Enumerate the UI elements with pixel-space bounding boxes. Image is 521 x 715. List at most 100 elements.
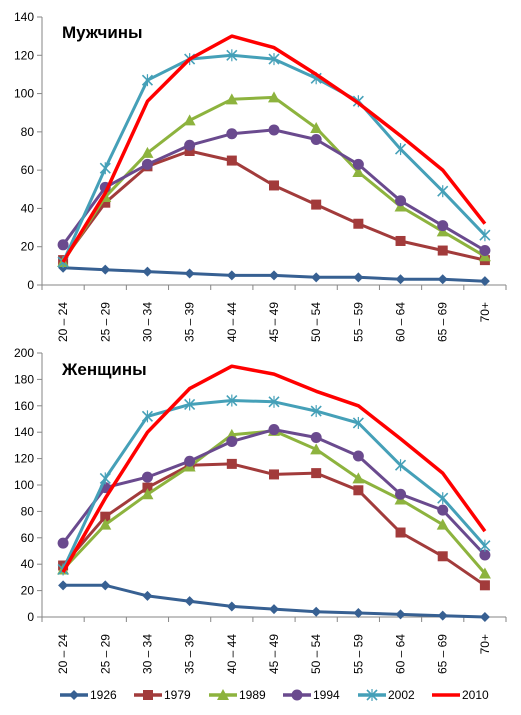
data-point [100,580,111,591]
x-tick-label: 70+ [478,634,492,654]
legend-label: 1994 [313,688,340,702]
series-line-2010 [61,34,487,263]
legend-item-1979: 1979 [134,688,191,702]
data-point [183,114,196,126]
series-line-1979 [61,149,486,262]
data-point [141,488,154,500]
data-point [310,122,323,134]
data-point [395,488,407,500]
data-point [394,143,407,156]
y-tick-label: 120 [14,452,34,466]
data-point [436,518,449,530]
data-point [99,518,112,530]
data-point [100,264,111,275]
legend-item-1994: 1994 [283,688,340,702]
x-tick-label: 45 – 49 [267,302,281,342]
y-tick-label: 140 [14,425,34,439]
x-tick-label: 50 – 54 [309,634,323,674]
y-tick-label: 160 [14,399,34,413]
data-point [479,276,490,287]
series-2002 [57,394,491,576]
chart-title: Женщины [61,360,147,379]
data-point [268,53,280,66]
data-point [226,394,238,407]
data-point [226,601,237,612]
data-point [310,443,323,455]
y-tick-label: 100 [14,87,34,101]
legend-item-2010: 2010 [432,688,489,702]
series-line-2002 [61,53,486,263]
data-point [226,270,237,281]
data-point [269,270,279,281]
x-tick-label: 35 – 39 [183,634,197,674]
data-point [268,91,280,103]
chart-panel-1: 0 20 40 60 80 100 120 140 20 – 24 25 – 29 30 – 34 3… [14,10,507,342]
y-tick-label: 0 [27,278,34,292]
data-point [141,471,153,483]
series-2010 [61,364,487,573]
series-1926 [58,580,490,622]
x-tick-label: 25 – 29 [98,302,112,342]
series-1926 [58,262,490,287]
data-point [100,511,111,522]
data-point [395,609,406,620]
data-point [184,398,196,411]
data-point [311,199,322,210]
x-tick-label: 55 – 59 [351,302,365,342]
data-point [142,482,153,493]
data-point [437,220,449,232]
data-point [184,268,195,279]
data-point [100,197,111,208]
y-tick-label: 60 [21,531,35,545]
x-tick-label: 60 – 64 [394,302,408,342]
x-tick-label: 20 – 24 [56,634,70,674]
x-tick-label: 30 – 34 [140,634,154,674]
legend: 1926 1979 1989 1994 2002 2010 [60,688,489,702]
x-tick-label: 65 – 69 [436,634,450,674]
legend-label: 2010 [462,688,489,702]
y-tick-label: 140 [14,10,34,24]
x-tick-label: 65 – 69 [436,302,450,342]
data-point [226,458,237,469]
data-point [394,459,407,472]
data-point [395,195,407,207]
data-point [184,146,195,156]
data-point [141,74,154,87]
data-point [141,158,153,170]
data-point [479,549,491,561]
legend-label: 2002 [388,688,415,702]
series-1994 [57,124,491,257]
y-tick-label: 0 [27,610,34,624]
data-point [268,424,280,436]
y-tick-label: 40 [21,557,35,571]
data-point [310,431,322,443]
series-1989 [57,424,491,579]
data-point [99,472,111,485]
data-point [478,567,491,579]
data-point [269,604,279,615]
data-point [99,162,111,175]
x-tick-label: 30 – 34 [140,302,154,342]
data-point [352,166,365,178]
data-point [310,405,322,418]
data-point [184,139,196,151]
y-tick-label: 60 [21,163,35,177]
legend-item-1989: 1989 [209,688,266,702]
data-point [311,272,322,283]
legend-marker [143,690,153,700]
legend-marker [217,689,229,700]
data-point [141,410,154,423]
series-1994 [57,424,491,561]
chart-panel-2: 0 20 40 60 80 100 120 140 160 180 200 20 – 24 25 – 2… [14,346,507,674]
data-point [353,485,364,496]
data-point [437,504,449,516]
data-point [184,455,196,467]
y-tick-label: 200 [14,346,34,360]
data-point [353,272,364,283]
data-point [437,610,448,621]
data-point [57,537,69,549]
data-point [141,146,154,158]
data-point [142,266,153,277]
